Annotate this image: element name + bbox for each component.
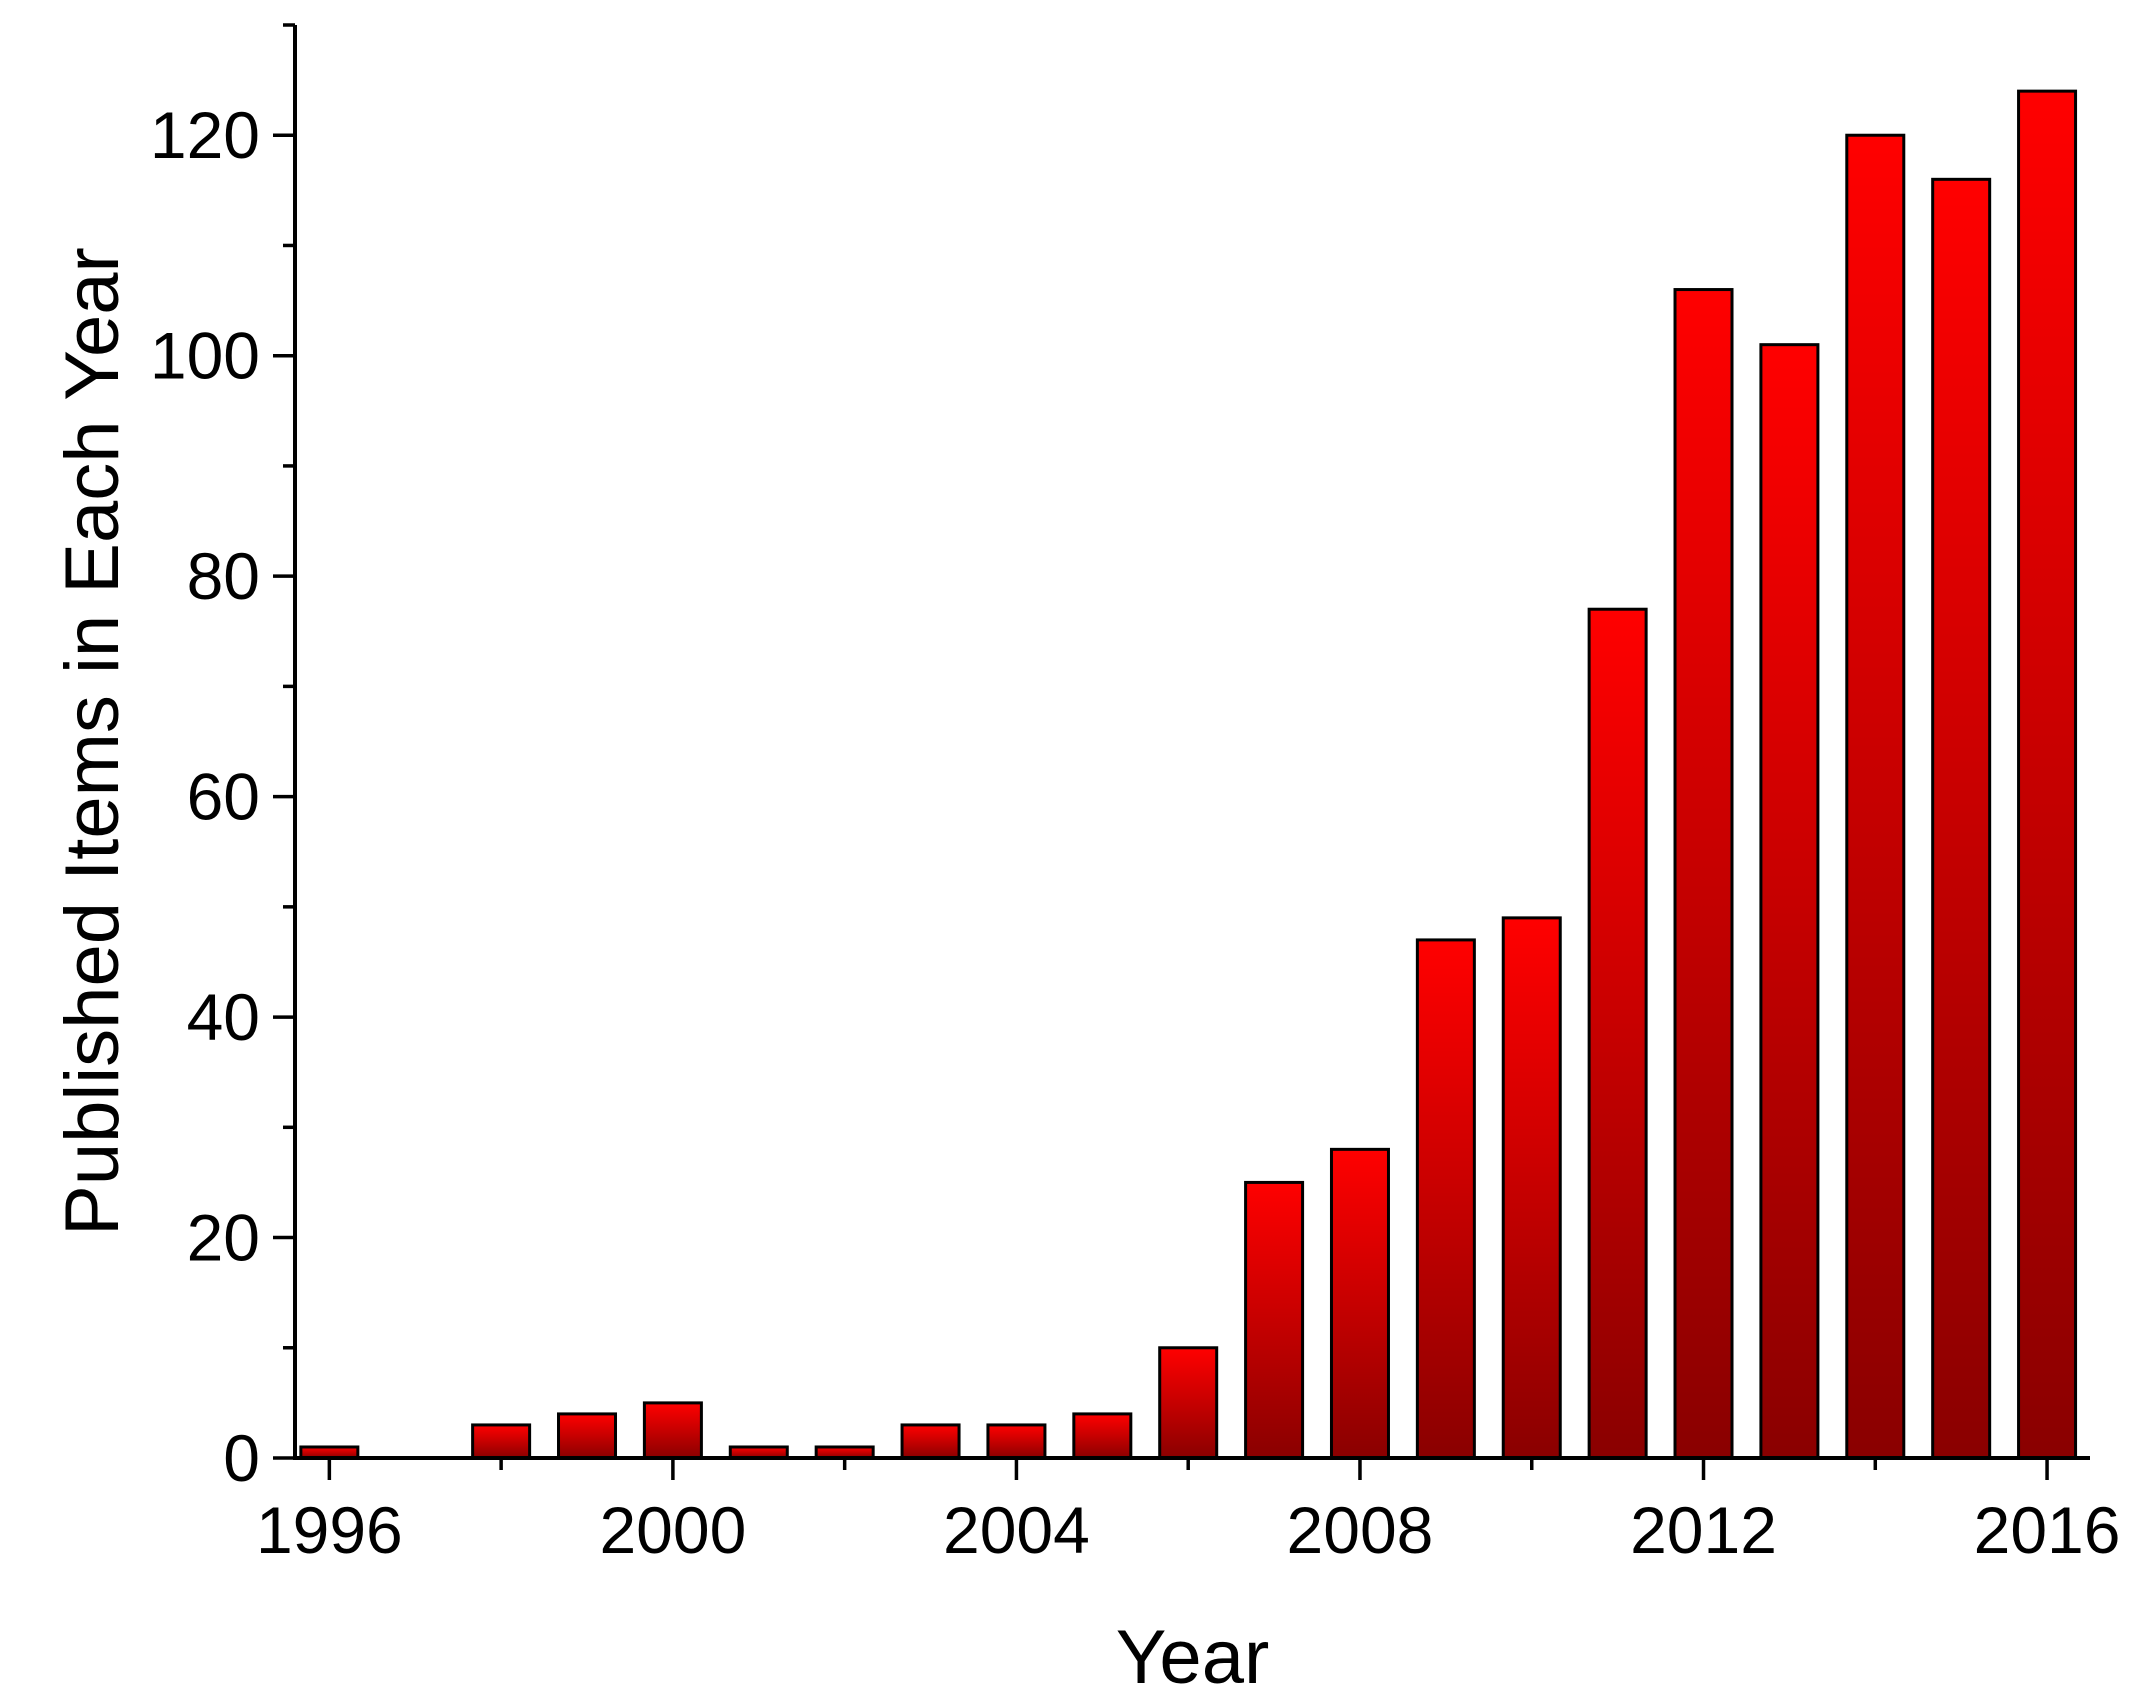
bar-2009 bbox=[1415, 938, 1476, 1460]
y-tick-label: 20 bbox=[187, 1201, 260, 1275]
y-tick-label: 100 bbox=[150, 319, 260, 393]
x-tick-label: 2012 bbox=[1630, 1493, 1777, 1567]
x-axis-title: Year bbox=[1116, 1615, 1270, 1700]
bar-2013 bbox=[1759, 343, 1820, 1460]
bar-2014 bbox=[1845, 133, 1906, 1460]
bar-2003 bbox=[900, 1423, 961, 1460]
bars bbox=[299, 89, 2078, 1460]
bar-2015 bbox=[1931, 177, 1992, 1460]
x-tick-label: 1996 bbox=[256, 1493, 403, 1567]
bar-2007 bbox=[1244, 1180, 1305, 1460]
x-axis-ticks: 1996 2000 2004 2008 2012 2016 bbox=[256, 1458, 2121, 1567]
bar-1999 bbox=[557, 1412, 618, 1460]
x-tick-label: 2004 bbox=[943, 1493, 1090, 1567]
y-tick-label: 60 bbox=[187, 760, 260, 834]
y-tick-label: 40 bbox=[187, 980, 260, 1054]
y-axis-ticks: 0 20 40 60 80 100 120 bbox=[150, 23, 295, 1495]
bar-2012 bbox=[1673, 288, 1734, 1460]
bar-2005 bbox=[1072, 1412, 1133, 1460]
bar-2016 bbox=[2017, 89, 2078, 1460]
x-tick-label: 2016 bbox=[1974, 1493, 2121, 1567]
y-tick-label: 120 bbox=[150, 98, 260, 172]
bar-1998 bbox=[471, 1423, 532, 1460]
bar-2008 bbox=[1329, 1147, 1390, 1460]
bar-2004 bbox=[986, 1423, 1047, 1460]
x-tick-label: 2000 bbox=[599, 1493, 746, 1567]
bar-2011 bbox=[1587, 607, 1648, 1460]
y-tick-label: 0 bbox=[223, 1421, 260, 1495]
y-axis-title: Published Items in Each Year bbox=[50, 247, 135, 1236]
bar-2006 bbox=[1158, 1346, 1219, 1460]
x-tick-label: 2008 bbox=[1287, 1493, 1434, 1567]
bar-2000 bbox=[642, 1401, 703, 1460]
bar-2010 bbox=[1501, 916, 1562, 1460]
y-tick-label: 80 bbox=[187, 539, 260, 613]
